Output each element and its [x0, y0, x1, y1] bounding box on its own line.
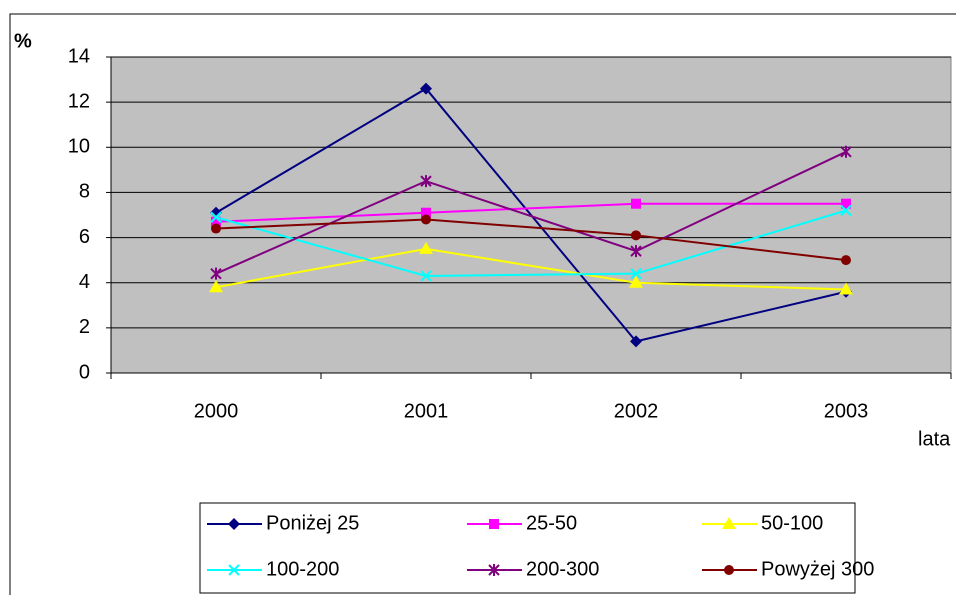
marker [840, 204, 852, 217]
marker [209, 280, 223, 293]
y-tick-label: 10 [68, 136, 90, 158]
x-axis-label: lata [918, 428, 951, 450]
y-tick-label: 14 [68, 45, 90, 67]
y-tick-label: 0 [79, 361, 90, 383]
x-tick-label: 2003 [824, 400, 869, 422]
legend-label: 200-300 [526, 558, 599, 580]
series-line [215, 150, 847, 275]
marker [630, 245, 642, 258]
legend-label: 25-50 [526, 512, 577, 534]
series-line [215, 87, 847, 343]
marker [210, 211, 222, 223]
marker [841, 255, 851, 266]
y-tick-label: 8 [79, 181, 90, 203]
x-tick-label: 2001 [404, 400, 449, 422]
series-line [215, 218, 847, 262]
marker [629, 275, 643, 288]
marker [724, 565, 734, 575]
marker [421, 214, 431, 225]
marker [228, 518, 240, 530]
marker [210, 267, 222, 280]
x-tick-label: 2000 [194, 400, 239, 422]
y-axis-label: % [14, 30, 32, 52]
marker [211, 216, 221, 227]
marker [421, 207, 431, 218]
y-tick-label: 2 [79, 316, 90, 338]
marker [210, 206, 222, 219]
marker [419, 241, 433, 254]
marker [841, 198, 851, 209]
series-line [215, 202, 846, 223]
y-tick-label: 12 [68, 90, 90, 112]
marker [722, 517, 736, 529]
chart-frame [9, 13, 956, 595]
marker [630, 267, 642, 280]
legend-label: 100-200 [266, 558, 339, 580]
legend [199, 502, 856, 594]
marker [420, 270, 432, 282]
marker [630, 335, 642, 348]
legend-label: Powyżej 300 [761, 558, 874, 580]
y-tick-label: 4 [79, 271, 90, 293]
marker [420, 82, 432, 95]
y-tick-label: 6 [79, 226, 90, 248]
marker [228, 564, 240, 576]
marker [631, 230, 641, 241]
series-line [215, 247, 847, 291]
series-line [215, 209, 847, 277]
legend-label: 50-100 [761, 512, 823, 534]
x-tick-label: 2002 [614, 400, 659, 422]
marker [489, 519, 499, 529]
marker [488, 564, 500, 576]
legend-label: Poniżej 25 [266, 512, 359, 534]
marker [840, 145, 852, 158]
marker [839, 282, 853, 295]
marker [420, 175, 432, 188]
marker [211, 223, 221, 234]
marker [631, 198, 641, 209]
